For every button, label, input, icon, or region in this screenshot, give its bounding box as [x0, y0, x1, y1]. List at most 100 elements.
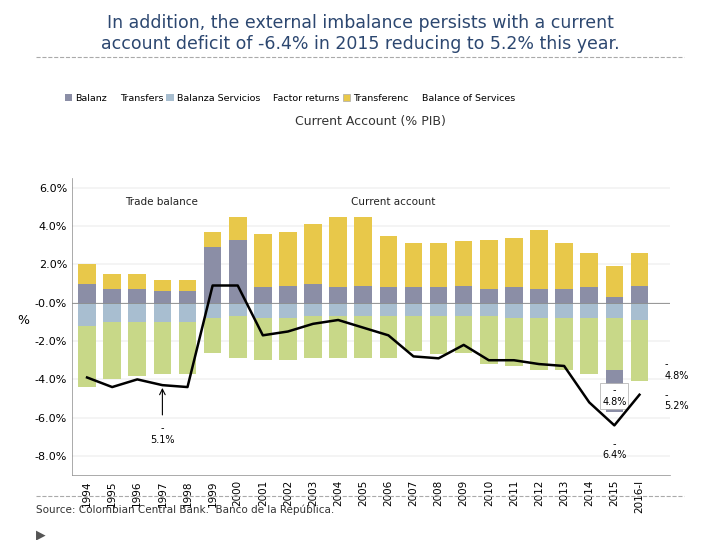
Bar — [279, 286, 297, 293]
Bar — [354, 316, 372, 359]
Bar — [104, 289, 121, 297]
Bar — [254, 318, 271, 360]
Bar — [229, 316, 246, 359]
Bar — [405, 303, 422, 316]
Y-axis label: %: % — [18, 314, 30, 327]
Bar — [580, 303, 598, 318]
Bar — [455, 316, 472, 353]
Bar — [254, 234, 271, 287]
Bar — [505, 318, 523, 366]
Bar — [480, 240, 498, 289]
Bar — [329, 316, 347, 359]
Bar — [179, 303, 197, 322]
Bar — [505, 303, 523, 318]
Bar — [505, 238, 523, 287]
Bar — [354, 295, 372, 303]
Bar — [405, 244, 422, 287]
Bar — [305, 303, 322, 316]
Bar — [78, 326, 96, 387]
Text: -
6.4%: - 6.4% — [602, 439, 626, 461]
Bar — [279, 293, 297, 303]
Bar — [104, 297, 121, 303]
Bar — [153, 280, 171, 291]
Legend: Balanz, Transfers, Balanza Servicios, Factor returns, Transferenc, Balance of Se: Balanz, Transfers, Balanza Servicios, Fa… — [65, 94, 515, 103]
Bar — [279, 303, 297, 318]
Bar — [606, 266, 623, 297]
Bar — [631, 303, 648, 320]
Bar — [530, 303, 548, 318]
Bar — [606, 297, 623, 303]
Bar — [153, 303, 171, 322]
Bar — [480, 289, 498, 297]
Bar — [606, 318, 623, 370]
Text: Current account: Current account — [351, 197, 435, 207]
Bar — [530, 230, 548, 289]
Bar — [78, 303, 96, 326]
Bar — [329, 303, 347, 316]
Bar — [430, 287, 447, 295]
Bar — [606, 303, 623, 318]
Bar — [555, 318, 573, 370]
Bar — [329, 295, 347, 303]
Bar — [480, 303, 498, 316]
Text: -
4.8%: - 4.8% — [665, 359, 689, 381]
Bar — [530, 289, 548, 295]
Bar — [580, 318, 598, 374]
Bar — [204, 232, 221, 247]
Bar — [104, 274, 121, 289]
Bar — [179, 280, 197, 291]
Bar — [254, 303, 271, 318]
Bar — [455, 286, 472, 293]
Bar — [128, 303, 146, 322]
Text: -
5.2%: - 5.2% — [665, 390, 689, 411]
Bar — [555, 289, 573, 295]
Bar — [229, 217, 246, 240]
Bar — [631, 320, 648, 381]
Bar — [78, 284, 96, 293]
Bar — [104, 303, 121, 322]
Bar — [354, 303, 372, 316]
Text: In addition, the external imbalance persists with a current: In addition, the external imbalance pers… — [107, 14, 613, 31]
Bar — [379, 293, 397, 303]
Text: ▶: ▶ — [36, 528, 45, 540]
Bar — [430, 316, 447, 354]
Bar — [505, 293, 523, 303]
Text: -
4.8%: - 4.8% — [602, 385, 626, 407]
Text: Source: Colombian Central Bank.  Banco de la República.: Source: Colombian Central Bank. Banco de… — [36, 505, 334, 515]
Bar — [254, 293, 271, 303]
Bar — [128, 322, 146, 375]
Bar — [204, 255, 221, 303]
Bar — [279, 232, 297, 286]
Bar — [128, 297, 146, 303]
Text: account deficit of -6.4% in 2015 reducing to 5.2% this year.: account deficit of -6.4% in 2015 reducin… — [101, 35, 619, 53]
Bar — [480, 297, 498, 303]
Bar — [179, 322, 197, 374]
Bar — [329, 217, 347, 287]
Bar — [405, 295, 422, 303]
Bar — [179, 299, 197, 303]
Bar — [153, 299, 171, 303]
Bar — [305, 284, 322, 293]
Bar — [179, 291, 197, 299]
Bar — [405, 316, 422, 350]
Bar — [104, 322, 121, 380]
Bar — [153, 322, 171, 374]
Bar — [555, 244, 573, 289]
Bar — [631, 286, 648, 293]
Bar — [580, 293, 598, 303]
Bar — [580, 287, 598, 293]
Bar — [254, 287, 271, 293]
Bar — [430, 303, 447, 316]
Bar — [379, 303, 397, 316]
Bar — [379, 287, 397, 293]
Bar — [204, 247, 221, 255]
Bar — [631, 293, 648, 303]
Bar — [430, 244, 447, 287]
Bar — [430, 295, 447, 303]
Bar — [128, 289, 146, 297]
Bar — [229, 240, 246, 245]
Bar — [204, 303, 221, 318]
Bar — [606, 370, 623, 412]
Bar — [505, 287, 523, 293]
Text: Trade balance: Trade balance — [125, 197, 197, 207]
